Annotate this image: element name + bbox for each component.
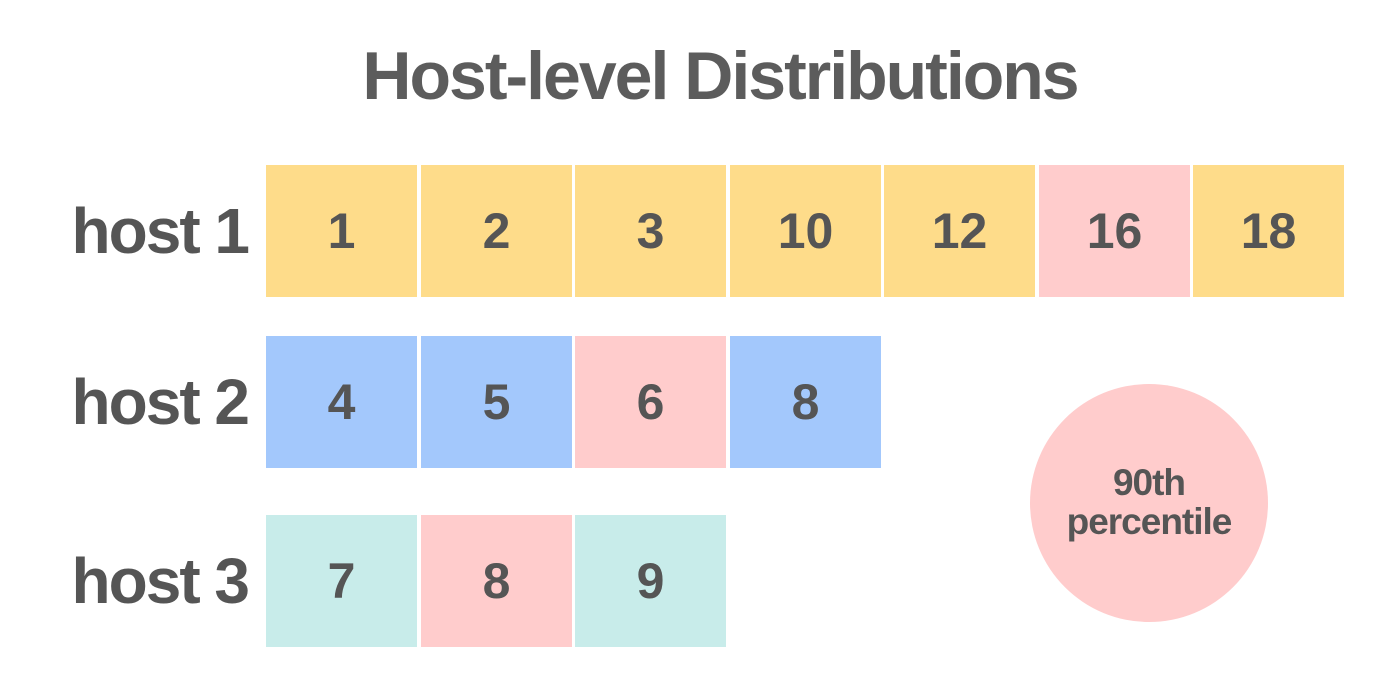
value-cell: 3 bbox=[575, 165, 726, 297]
percentile-value-cell: 8 bbox=[421, 515, 572, 647]
legend-line-1: 90th bbox=[1112, 462, 1186, 504]
host-label: host 1 bbox=[71, 195, 250, 267]
value-cell: 10 bbox=[730, 165, 881, 297]
value-cell: 1 bbox=[266, 165, 417, 297]
percentile-value-cell: 6 bbox=[575, 336, 726, 468]
host-row-1: host 1 1 2 3 10 12 16 18 bbox=[0, 165, 1400, 297]
value-cell: 18 bbox=[1193, 165, 1344, 297]
host-label: host 2 bbox=[71, 366, 250, 438]
host-label: host 3 bbox=[71, 545, 250, 617]
value-cell: 12 bbox=[884, 165, 1035, 297]
value-cell: 4 bbox=[266, 336, 417, 468]
percentile-legend: 90th percentile bbox=[1030, 384, 1268, 622]
legend-line-2: percentile bbox=[1066, 501, 1233, 542]
value-cell: 8 bbox=[730, 336, 881, 468]
value-cell: 2 bbox=[421, 165, 572, 297]
percentile-value-cell: 16 bbox=[1039, 165, 1190, 297]
value-cell: 7 bbox=[266, 515, 417, 647]
diagram-title: Host-level Distributions bbox=[362, 38, 1079, 114]
value-cell: 5 bbox=[421, 336, 572, 468]
value-cell: 9 bbox=[575, 515, 726, 647]
